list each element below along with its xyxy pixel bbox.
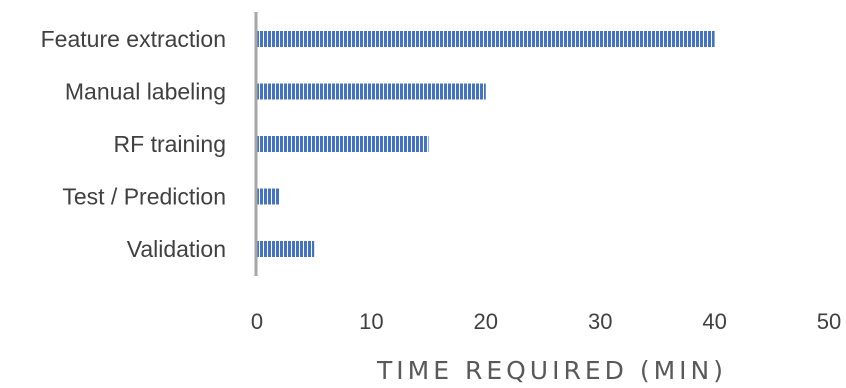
bar-rf-training (257, 136, 429, 152)
category-label: RF training (114, 131, 226, 157)
x-tick-labels: 0 10 20 30 40 50 (251, 309, 841, 334)
x-tick-label: 0 (251, 309, 263, 334)
x-tick-label: 20 (474, 309, 498, 334)
x-axis-title: TIME REQUIRED (MIN) (376, 356, 727, 385)
category-label: Test / Prediction (62, 184, 226, 210)
x-tick-label: 10 (359, 309, 383, 334)
category-label: Validation (127, 236, 226, 262)
bar-manual-labeling (257, 83, 486, 100)
category-labels: Feature extraction Manual labeling RF trai… (41, 26, 226, 262)
x-tick-label: 40 (702, 309, 726, 334)
category-label: Feature extraction (41, 26, 226, 52)
category-label: Manual labeling (65, 79, 226, 105)
bar-test-prediction (257, 188, 280, 205)
bar-feature-extraction (257, 31, 715, 47)
bar-validation (257, 241, 315, 257)
bars-layer (257, 31, 715, 257)
x-tick-label: 30 (588, 309, 612, 334)
x-tick-label: 50 (817, 309, 841, 334)
